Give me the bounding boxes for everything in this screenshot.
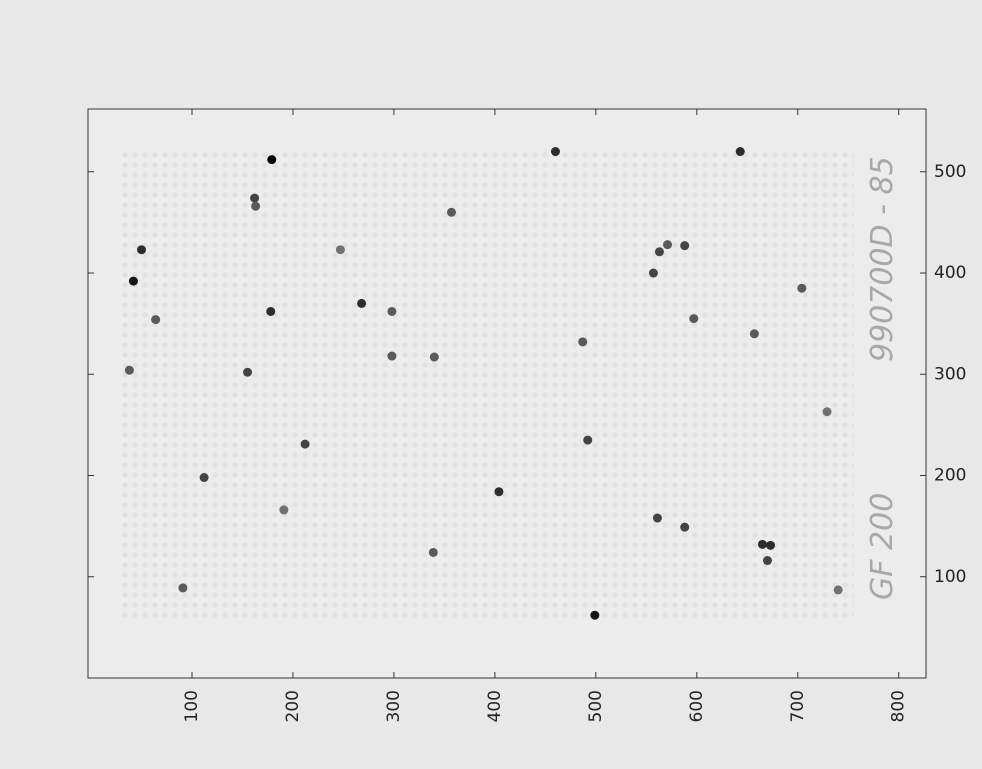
x-tick-label: 700 bbox=[788, 690, 808, 722]
spot bbox=[680, 241, 690, 251]
spot bbox=[735, 147, 745, 157]
spot bbox=[124, 365, 134, 375]
spot bbox=[178, 583, 188, 593]
spot bbox=[583, 435, 593, 445]
y-tick-label: 400 bbox=[934, 263, 966, 283]
annotation: 990700D - 85 bbox=[865, 156, 900, 362]
spot bbox=[494, 487, 504, 497]
spot bbox=[590, 610, 600, 620]
spot bbox=[335, 245, 345, 255]
spot bbox=[199, 473, 209, 483]
spot bbox=[137, 245, 147, 255]
spot bbox=[279, 505, 289, 515]
y-tick-label: 500 bbox=[934, 162, 966, 182]
spot bbox=[822, 407, 832, 417]
x-tick-label: 400 bbox=[485, 690, 505, 722]
spot bbox=[300, 439, 310, 449]
spot bbox=[267, 155, 277, 165]
spot bbox=[446, 207, 456, 217]
y-tick-label: 300 bbox=[934, 364, 966, 384]
spot bbox=[251, 201, 261, 211]
spot bbox=[663, 240, 673, 250]
x-tick-label: 200 bbox=[283, 690, 303, 722]
spot bbox=[428, 547, 438, 557]
spot bbox=[387, 306, 397, 316]
y-tick-label: 100 bbox=[934, 567, 966, 587]
x-tick-label: 300 bbox=[384, 690, 404, 722]
spot bbox=[654, 247, 664, 257]
spot bbox=[387, 351, 397, 361]
spot bbox=[550, 147, 560, 157]
spot bbox=[762, 556, 772, 566]
x-tick-label: 600 bbox=[687, 690, 707, 722]
annotation: GF 200 bbox=[865, 493, 900, 600]
spot bbox=[578, 337, 588, 347]
spot bbox=[128, 276, 138, 286]
spot bbox=[749, 329, 759, 339]
spot bbox=[266, 306, 276, 316]
spot bbox=[648, 268, 658, 278]
spot bbox=[833, 585, 843, 595]
spot bbox=[797, 283, 807, 293]
x-tick-label: 500 bbox=[586, 690, 606, 722]
spot bbox=[429, 352, 439, 362]
spot bbox=[689, 314, 699, 324]
x-tick-label: 800 bbox=[889, 690, 909, 722]
y-tick-label: 200 bbox=[934, 466, 966, 486]
spot-texture bbox=[118, 148, 854, 618]
spot bbox=[357, 298, 367, 308]
spot bbox=[680, 522, 690, 532]
spot bbox=[151, 315, 161, 325]
spot bbox=[652, 513, 662, 523]
spot bbox=[766, 540, 776, 550]
x-tick-label: 100 bbox=[182, 690, 202, 722]
spot bbox=[243, 367, 253, 377]
spot bbox=[757, 539, 767, 549]
spot bbox=[250, 193, 260, 203]
